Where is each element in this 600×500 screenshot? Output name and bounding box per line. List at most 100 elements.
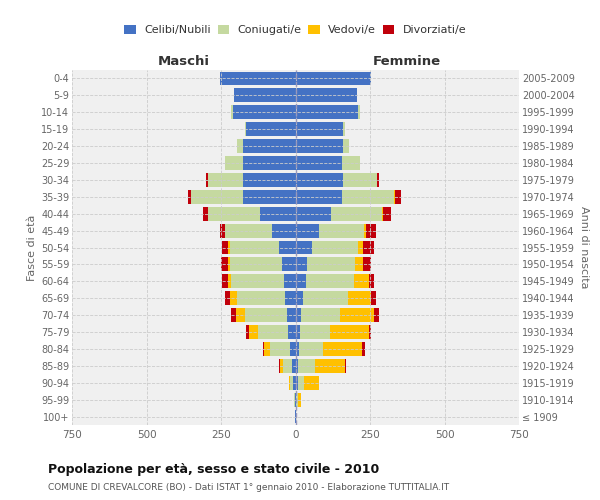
Bar	[343, 122, 344, 136]
Bar	[296, 72, 371, 86]
Bar	[208, 173, 244, 187]
Bar	[226, 292, 230, 305]
Bar	[188, 190, 191, 203]
Bar	[264, 342, 270, 356]
Bar	[296, 173, 343, 187]
Bar	[235, 88, 296, 102]
Bar	[287, 308, 296, 322]
Bar	[296, 156, 341, 170]
Y-axis label: Fasce di età: Fasce di età	[26, 214, 37, 280]
Bar	[245, 308, 287, 322]
Bar	[296, 292, 303, 305]
Bar	[244, 190, 296, 203]
Bar	[226, 224, 272, 237]
Bar	[250, 325, 258, 339]
Bar	[362, 342, 365, 356]
Bar	[229, 258, 230, 272]
Text: COMUNE DI CREVALCORE (BO) - Dati ISTAT 1° gennaio 2010 - Elaborazione TUTTITALIA: COMUNE DI CREVALCORE (BO) - Dati ISTAT 1…	[48, 482, 449, 492]
Bar	[244, 156, 296, 170]
Bar	[340, 308, 374, 322]
Text: Maschi: Maschi	[158, 56, 210, 68]
Bar	[296, 139, 343, 153]
Bar	[344, 359, 346, 373]
Bar	[226, 156, 244, 170]
Bar	[365, 224, 376, 237]
Bar	[298, 359, 315, 373]
Text: Femmine: Femmine	[373, 56, 442, 68]
Y-axis label: Anni di nascita: Anni di nascita	[578, 206, 589, 289]
Bar	[296, 359, 298, 373]
Bar	[301, 308, 340, 322]
Bar	[221, 258, 229, 272]
Bar	[229, 274, 232, 288]
Bar	[358, 240, 362, 254]
Bar	[358, 106, 359, 119]
Bar	[263, 342, 264, 356]
Bar	[394, 190, 395, 203]
Bar	[383, 207, 391, 220]
Bar	[247, 122, 296, 136]
Bar	[362, 240, 374, 254]
Bar	[290, 342, 296, 356]
Bar	[238, 292, 285, 305]
Bar	[347, 292, 371, 305]
Bar	[290, 376, 293, 390]
Bar	[230, 292, 238, 305]
Bar	[298, 376, 304, 390]
Bar	[238, 139, 244, 153]
Bar	[278, 359, 280, 373]
Bar	[288, 325, 296, 339]
Bar	[307, 258, 355, 272]
Bar	[377, 173, 379, 187]
Bar	[304, 376, 319, 390]
Bar	[341, 156, 359, 170]
Bar	[247, 325, 250, 339]
Bar	[245, 122, 247, 136]
Bar	[233, 106, 296, 119]
Bar	[330, 325, 368, 339]
Bar	[232, 106, 233, 119]
Bar	[295, 392, 296, 406]
Bar	[296, 106, 358, 119]
Bar	[319, 224, 364, 237]
Bar	[230, 258, 282, 272]
Bar	[230, 240, 279, 254]
Bar	[364, 224, 365, 237]
Bar	[296, 122, 343, 136]
Bar	[220, 224, 226, 237]
Bar	[343, 139, 349, 153]
Bar	[296, 258, 307, 272]
Bar	[296, 224, 319, 237]
Bar	[312, 240, 358, 254]
Bar	[371, 292, 376, 305]
Bar	[296, 88, 356, 102]
Bar	[374, 308, 379, 322]
Bar	[382, 207, 383, 220]
Bar	[362, 258, 371, 272]
Bar	[395, 190, 401, 203]
Bar	[283, 359, 292, 373]
Bar	[232, 308, 236, 322]
Bar	[315, 359, 344, 373]
Bar	[282, 258, 296, 272]
Bar	[284, 274, 296, 288]
Bar	[296, 392, 298, 406]
Bar	[306, 274, 353, 288]
Bar	[223, 240, 229, 254]
Bar	[323, 342, 362, 356]
Bar	[208, 207, 260, 220]
Bar	[296, 342, 299, 356]
Bar	[296, 190, 341, 203]
Bar	[343, 173, 377, 187]
Bar	[232, 274, 284, 288]
Bar	[292, 359, 296, 373]
Bar	[280, 359, 283, 373]
Bar	[229, 240, 230, 254]
Bar	[296, 274, 306, 288]
Text: Popolazione per età, sesso e stato civile - 2010: Popolazione per età, sesso e stato civil…	[48, 462, 379, 475]
Bar	[258, 325, 288, 339]
Bar	[368, 325, 371, 339]
Bar	[293, 376, 296, 390]
Bar	[296, 308, 301, 322]
Bar	[270, 342, 290, 356]
